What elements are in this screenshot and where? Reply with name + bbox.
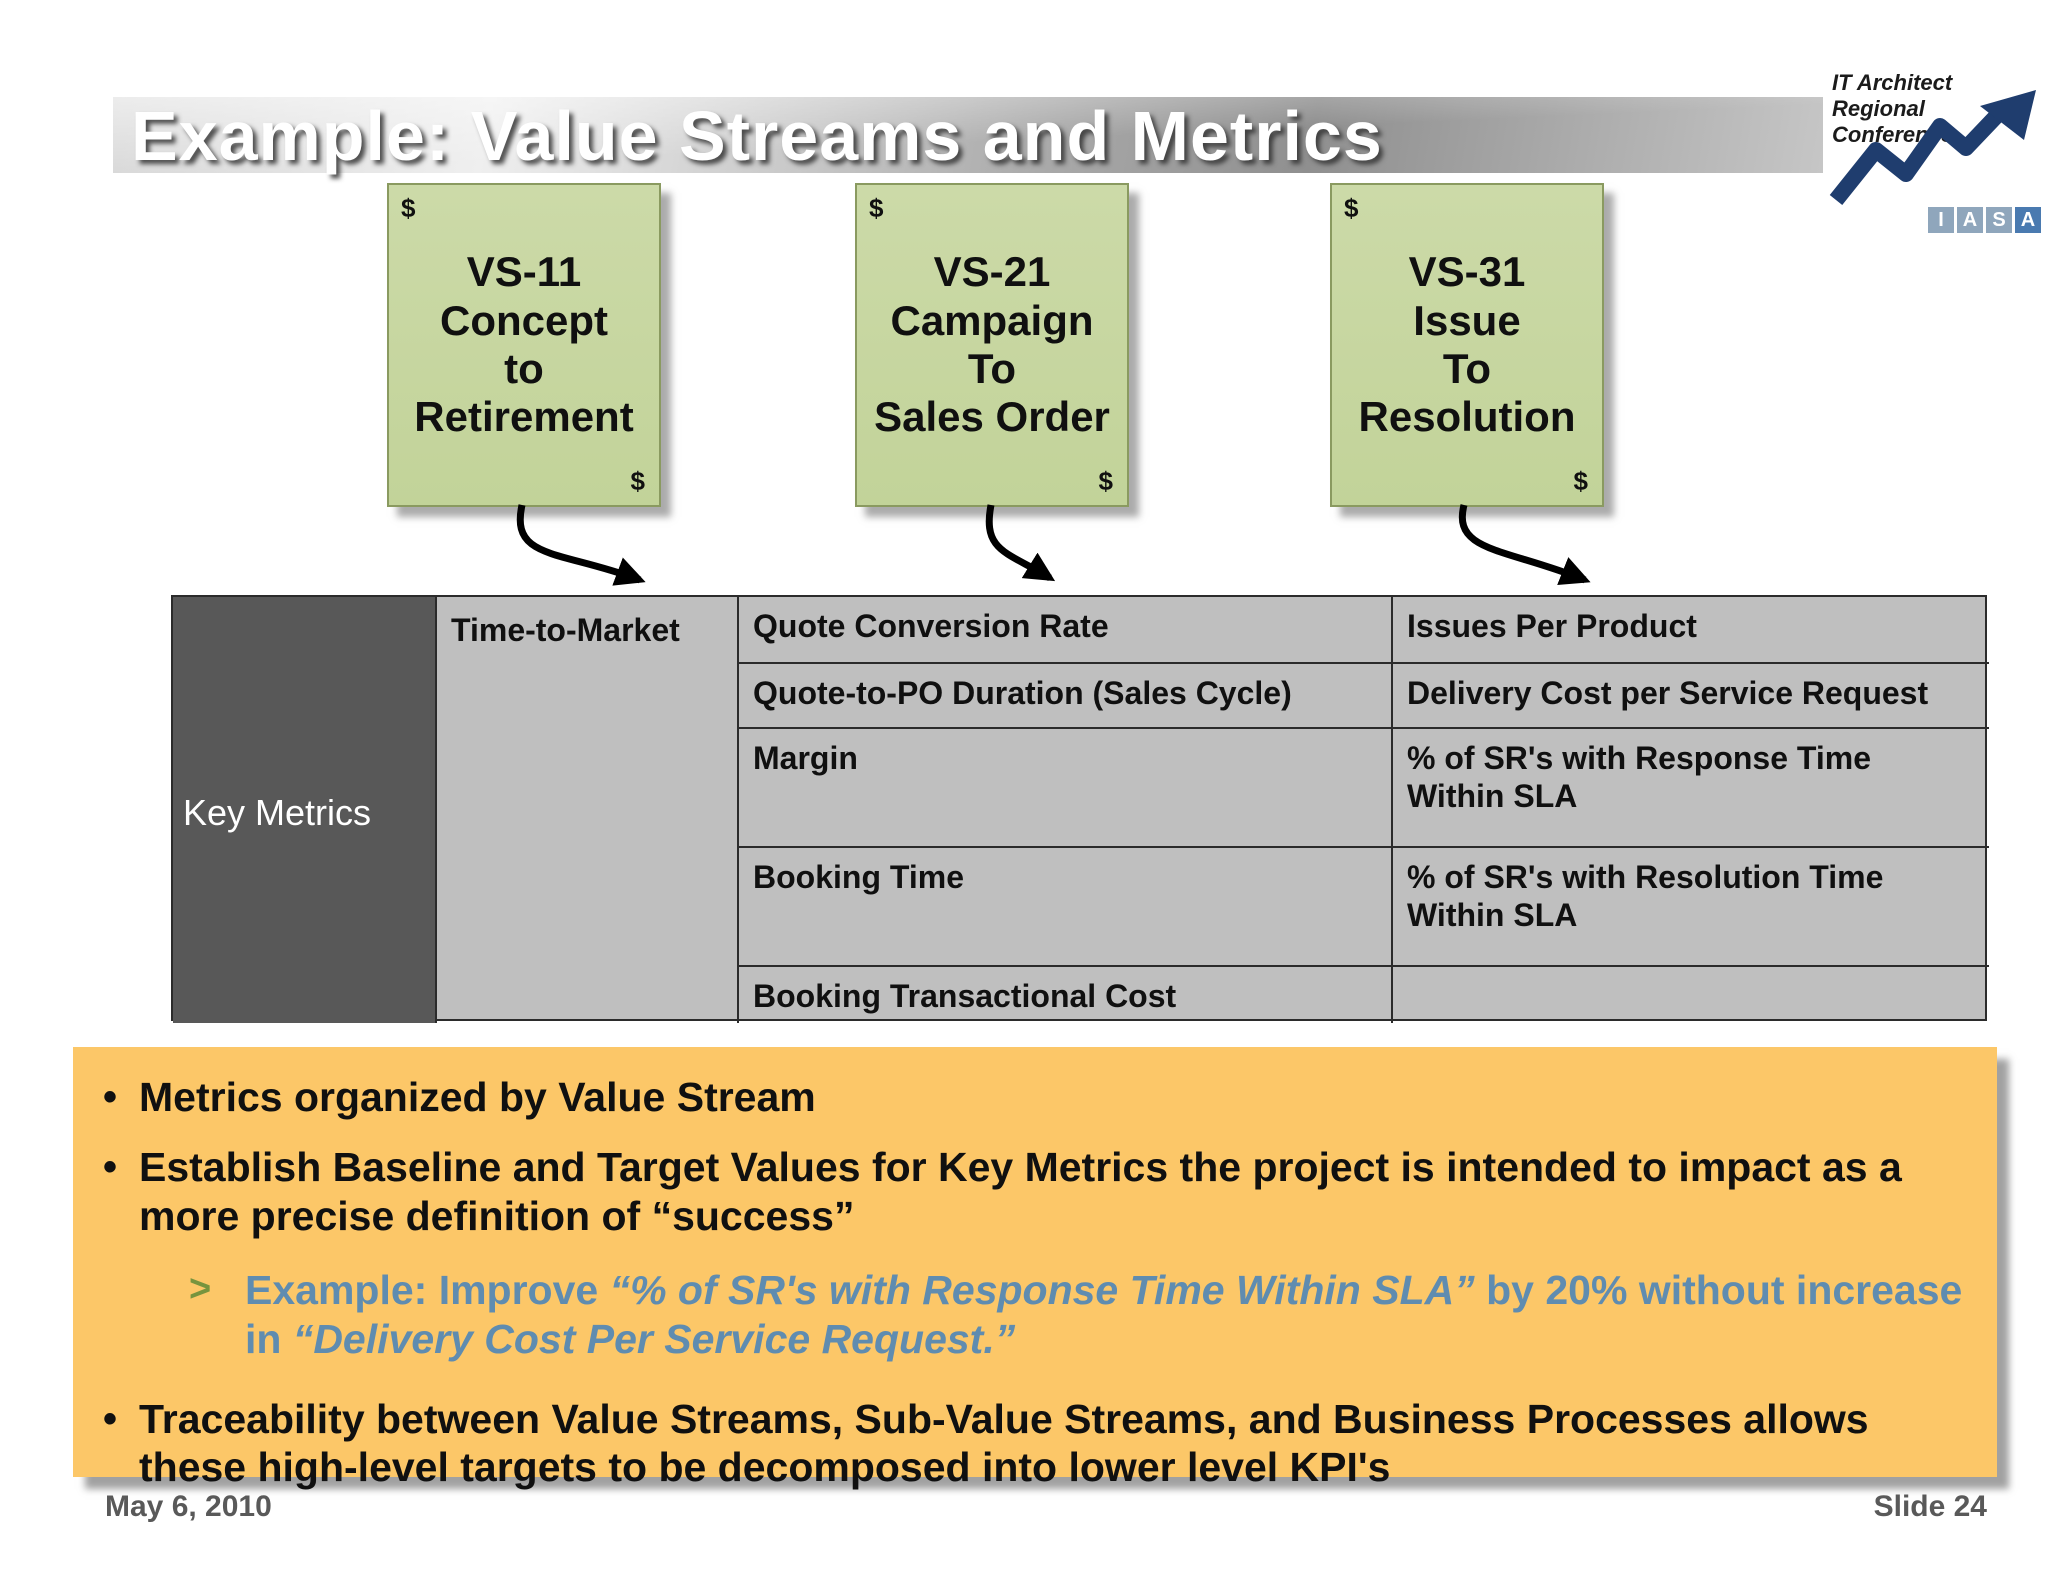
metric-cell: Quote Conversion Rate — [737, 597, 1391, 662]
arrow-vs21-to-table — [985, 504, 1056, 582]
page-title: Example: Value Streams and Metrics — [131, 97, 1383, 175]
callout-box: • Metrics organized by Value Stream • Es… — [73, 1047, 1997, 1490]
bullet-icon: • — [103, 1396, 118, 1441]
iasa-wordmark: I A S A — [1928, 207, 2041, 233]
sub-bullet-text: Example: Improve “% of SR's with Respons… — [245, 1266, 1969, 1364]
metric-cell-time-to-market: Time-to-Market — [435, 597, 737, 1023]
iasa-letter: S — [1986, 207, 2012, 233]
arrow-vs11-to-table — [516, 504, 646, 586]
bullet-icon: • — [103, 1145, 118, 1190]
metric-cell: Quote-to-PO Duration (Sales Cycle) — [737, 662, 1391, 727]
sub-bullet-part-italic: “% of SR's with Response Time Within SLA… — [609, 1267, 1475, 1314]
bullet-text: Establish Baseline and Target Values for… — [139, 1144, 1902, 1239]
value-stream-card-vs11: $ VS-11 Concept to Retirement $ — [387, 183, 661, 507]
dollar-icon: $ — [630, 466, 645, 496]
title-bar: Example: Value Streams and Metrics — [113, 97, 1823, 173]
value-stream-label: VS-31 Issue To Resolution — [1358, 248, 1576, 441]
value-stream-label: VS-11 Concept to Retirement — [414, 248, 634, 441]
sub-bullet-part: by 20% without increase in — [245, 1267, 1963, 1363]
sub-bullet-part: Example: Improve — [245, 1267, 610, 1314]
dollar-icon: $ — [1573, 466, 1588, 496]
iasa-letter: A — [1957, 207, 1983, 233]
metric-cell — [1391, 965, 1989, 1023]
conference-logo: IT Architect Regional Conference I A S A — [1828, 70, 2043, 235]
metric-cell: Booking Transactional Cost — [737, 965, 1391, 1023]
metric-cell: Issues Per Product — [1391, 597, 1989, 662]
sub-bullet-item: > Example: Improve “% of SR's with Respo… — [189, 1266, 1969, 1364]
metric-cell: Margin — [737, 727, 1391, 846]
dollar-icon: $ — [1344, 193, 1359, 223]
dollar-icon: $ — [869, 193, 884, 223]
bullet-text: Metrics organized by Value Stream — [139, 1074, 816, 1120]
dollar-icon: $ — [401, 193, 416, 223]
footer-slide-number: Slide 24 — [1873, 1490, 1987, 1523]
bullet-text: Traceability between Value Streams, Sub-… — [139, 1395, 1869, 1490]
sub-bullet-icon: > — [189, 1268, 212, 1311]
dollar-icon: $ — [1098, 466, 1113, 496]
metric-cell: % of SR's with Response Time Within SLA — [1391, 727, 1989, 846]
key-metrics-table: Key Metrics Time-to-Market Quote Convers… — [171, 595, 1989, 1023]
value-stream-card-vs21: $ VS-21 Campaign To Sales Order $ — [855, 183, 1129, 507]
sub-bullet-part-italic: “Delivery Cost Per Service Request.” — [292, 1316, 1016, 1363]
metric-cell: Delivery Cost per Service Request — [1391, 662, 1989, 727]
footer-date: May 6, 2010 — [105, 1490, 272, 1523]
bullet-item: • Traceability between Value Streams, Su… — [103, 1395, 1969, 1492]
bullet-item: • Metrics organized by Value Stream — [103, 1073, 1969, 1121]
bullet-item: • Establish Baseline and Target Values f… — [103, 1143, 1969, 1240]
iasa-letter: A — [2015, 207, 2041, 233]
value-stream-label: VS-21 Campaign To Sales Order — [874, 248, 1110, 441]
growth-arrow-icon — [1829, 90, 2036, 205]
metric-cell: Booking Time — [737, 846, 1391, 965]
iasa-letter: I — [1928, 207, 1954, 233]
value-stream-card-vs31: $ VS-31 Issue To Resolution $ — [1330, 183, 1604, 507]
key-metrics-header: Key Metrics — [173, 597, 435, 1023]
arrow-vs31-to-table — [1458, 504, 1591, 586]
bullet-icon: • — [103, 1075, 118, 1119]
metric-cell: % of SR's with Resolution Time Within SL… — [1391, 846, 1989, 965]
